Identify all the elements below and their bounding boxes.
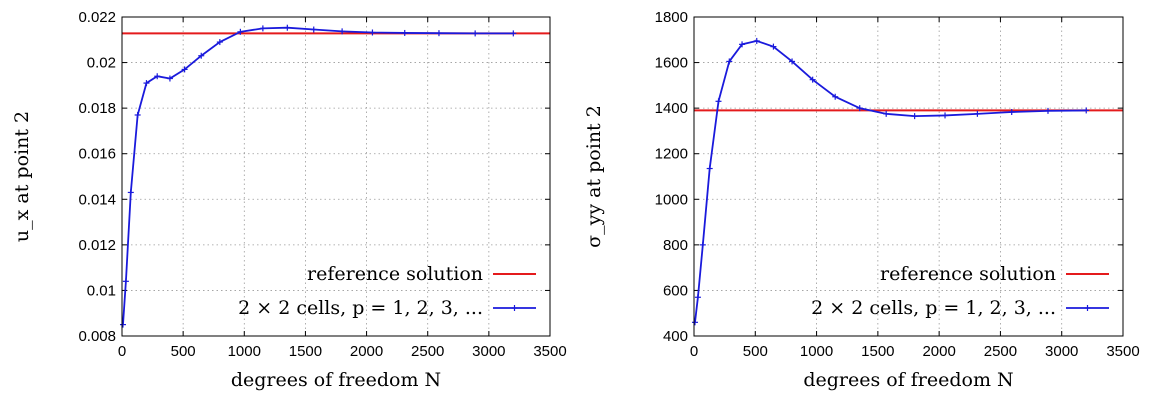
- x-tick-label: 2000: [350, 343, 383, 360]
- x-tick-label: 3000: [1045, 343, 1078, 360]
- x-tick-label: 1000: [228, 343, 261, 360]
- x-tick-label: 0: [118, 343, 126, 360]
- y-tick-label: 1800: [655, 9, 688, 26]
- legend-label-cells: 2 × 2 cells, p = 1, 2, 3, ...: [811, 297, 1056, 319]
- legend-label-reference: reference solution: [307, 263, 483, 285]
- y-tick-label: 0.02: [87, 55, 116, 72]
- x-tick-label: 500: [171, 343, 196, 360]
- legend-label-cells: 2 × 2 cells, p = 1, 2, 3, ...: [238, 297, 483, 319]
- x-tick-label: 500: [743, 343, 768, 360]
- chart-panel-2: 0 500 1000 1500 2000 2500 3000 3500 400 600 800 100…: [583, 9, 1140, 391]
- x-tick-label: 1500: [289, 343, 322, 360]
- y-tick-label: 0.016: [78, 146, 116, 163]
- x-tick-label: 2000: [922, 343, 955, 360]
- chart-panel-1: 0 500 1000 1500 2000 2500 3000 3500 0.008 0.01 0.0…: [11, 9, 567, 391]
- x-tick-label: 3500: [1106, 343, 1139, 360]
- y-tick-label: 0.022: [78, 9, 116, 26]
- y-tick-label: 1400: [655, 100, 688, 117]
- legend-label-reference: reference solution: [880, 263, 1056, 285]
- y-tick-label: 0.01: [87, 282, 116, 299]
- x-tick-label: 1500: [861, 343, 894, 360]
- plot-frame: [693, 16, 1124, 337]
- plot-frame: [121, 16, 551, 337]
- y-axis-label: u_x at point 2: [11, 111, 33, 242]
- series-line: [122, 26, 514, 325]
- y-tick-label: 400: [663, 328, 688, 345]
- x-tick-label: 2500: [411, 343, 444, 360]
- x-tick-label: 3000: [472, 343, 505, 360]
- y-tick-label: 1000: [655, 191, 688, 208]
- x-axis-label: degrees of freedom N: [231, 369, 441, 391]
- x-tick-label: 3500: [533, 343, 566, 360]
- y-tick-label: 0.018: [78, 100, 116, 117]
- y-tick-label: 1200: [655, 146, 688, 163]
- y-axis-label: σ_yy at point 2: [583, 105, 605, 248]
- y-tick-label: 0.012: [78, 237, 116, 254]
- y-tick-label: 800: [663, 237, 688, 254]
- y-tick-label: 0.008: [78, 328, 116, 345]
- x-tick-label: 0: [690, 343, 698, 360]
- y-tick-label: 1600: [655, 55, 688, 72]
- y-tick-label: 0.014: [78, 191, 116, 208]
- y-tick-label: 600: [663, 282, 688, 299]
- x-tick-label: 2500: [984, 343, 1017, 360]
- x-tick-label: 1000: [800, 343, 833, 360]
- series-line: [694, 39, 1087, 323]
- x-axis-label: degrees of freedom N: [803, 369, 1013, 391]
